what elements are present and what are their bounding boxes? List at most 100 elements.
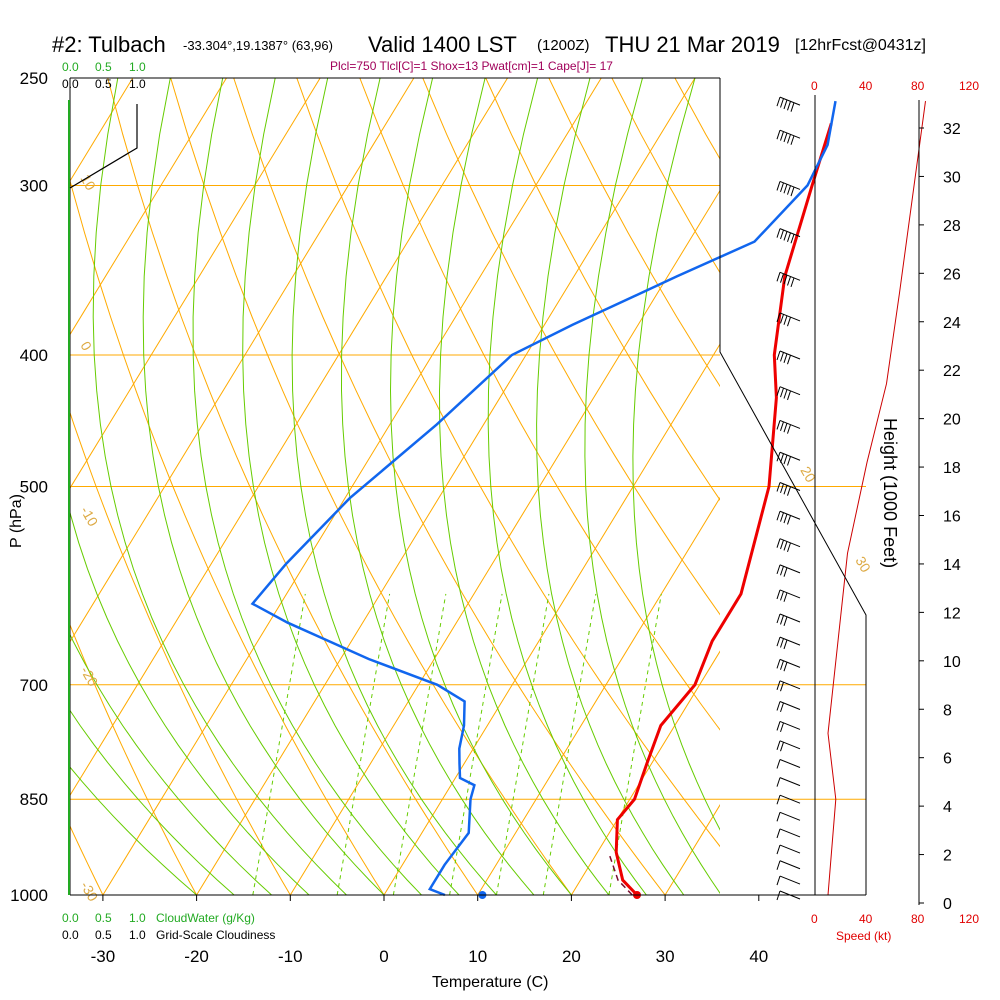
speed-bottom-2: 80	[911, 912, 925, 926]
cloudiness-bottom-0: 0.0	[62, 928, 79, 942]
x-tick-label: 0	[379, 947, 388, 966]
wind-barb-flag	[776, 759, 781, 769]
cloudiness-top-0: 0.0	[62, 77, 79, 91]
isotherm--60	[70, 78, 321, 490]
mixing-ratio-line-1	[252, 593, 306, 895]
wind-barb-staff	[779, 636, 801, 646]
wind-barb-flag	[787, 424, 791, 434]
wind-barb-flag	[776, 538, 781, 548]
wind-barb-flag	[783, 639, 788, 650]
isotherm--20	[196, 78, 696, 895]
isotherm--40	[70, 78, 508, 797]
wind-barb-flag	[776, 860, 781, 870]
height-tick-label: 26	[943, 266, 961, 283]
dry-adiabat-label: 10	[77, 172, 99, 194]
dry-adiabat-20	[170, 78, 572, 895]
dry-adiabat-0	[70, 178, 385, 895]
mixing-ratio-label: 2	[320, 902, 338, 917]
moist-adiabat--12	[70, 633, 272, 895]
wind-barb-staff	[779, 875, 801, 885]
wind-barb-flag	[780, 98, 784, 108]
wind-barb-staff	[779, 564, 801, 574]
wind-barb	[776, 386, 801, 401]
wind-barb	[776, 180, 801, 197]
wind-barb-flag	[787, 542, 791, 553]
moist-adiabat-4	[192, 78, 422, 895]
wind-barb-flag	[790, 186, 795, 197]
dry-adiabat--40	[0, 78, 9, 895]
wind-barb-flag	[780, 314, 784, 324]
wind-barb	[776, 636, 801, 650]
wind-barb-staff	[779, 312, 801, 322]
wind-barb-flag	[787, 456, 791, 466]
dry-adiabat-140	[927, 78, 1000, 895]
moist-adiabat-8	[242, 78, 460, 895]
height-tick-label: 22	[943, 363, 961, 380]
x-tick-label: 30	[656, 947, 675, 966]
speed-top-3: 120	[959, 79, 979, 93]
wind-barb-flag	[776, 589, 781, 600]
wind-barb	[776, 350, 801, 365]
wind-barb	[776, 680, 801, 692]
dry-adiabat-50	[359, 78, 720, 731]
wind-barb-flag	[780, 660, 784, 670]
wind-barb-flag	[780, 682, 784, 692]
moist-adiabat-20	[389, 78, 572, 895]
wind-barb-flag	[776, 844, 781, 855]
sounding-series	[250, 100, 837, 899]
speed-top-0: 0	[811, 79, 818, 93]
dry-adiabat-30	[233, 78, 666, 895]
wind-barb-flag	[776, 312, 781, 323]
dry-adiabat-label: -20	[77, 664, 101, 690]
height-tick-label: 16	[943, 509, 961, 526]
mixing-ratio-line-2	[336, 593, 391, 895]
wind-barb-flag	[787, 185, 791, 195]
wind-barb-staff	[779, 271, 801, 281]
mixing-ratio-label: 20	[592, 895, 614, 917]
moist-adiabat--8	[70, 510, 310, 895]
height-tick-label: 10	[943, 654, 961, 671]
wind-barb	[776, 312, 801, 327]
wind-barb-flag	[776, 701, 781, 711]
wind-barb-flag	[776, 777, 781, 787]
x-tick-label: 20	[562, 947, 581, 966]
moist-adiabat--4	[92, 78, 347, 895]
wind-barb-staff	[779, 419, 801, 429]
cloudwater-top-2: 1.0	[129, 60, 146, 74]
cloudiness-profile	[69, 104, 138, 189]
wind-barb-flag	[783, 454, 788, 465]
x-tick-label: -20	[184, 947, 209, 966]
cloudiness-top-2: 1.0	[129, 77, 146, 91]
wind-barb	[776, 720, 801, 733]
isotherm-50	[853, 78, 1000, 895]
wind-barb	[776, 794, 801, 805]
height-tick-label: 12	[943, 605, 961, 622]
wind-barb-flag	[780, 483, 784, 494]
height-tick-label: 32	[943, 121, 961, 138]
wind-barb	[776, 875, 801, 886]
wind-barb-flag	[783, 274, 788, 285]
wind-barb-flag	[783, 513, 788, 524]
height-tick-label: 4	[943, 799, 952, 816]
height-axis-label: Height (1000 Feet)	[880, 418, 900, 568]
height-tick-label: 0	[943, 896, 952, 913]
moist-adiabat-28	[487, 78, 647, 895]
wind-barb	[776, 419, 801, 434]
wind-barb-staff	[779, 538, 801, 548]
wind-barb-flag	[780, 512, 784, 522]
wind-barb-staff	[779, 451, 801, 461]
moist-adiabat--20	[70, 766, 197, 895]
wind-barb-flag	[780, 539, 784, 550]
wind-barb-staff	[779, 811, 801, 821]
wind-barb-flag	[783, 353, 788, 363]
wind-barb-flag	[776, 130, 781, 140]
dry-adiabat-40	[296, 78, 720, 848]
wind-barb-flag	[776, 386, 781, 396]
wind-barb-staff	[779, 386, 801, 396]
wind-barb-flag	[780, 702, 784, 713]
y-tick-label: 300	[20, 176, 48, 195]
wind-barb-flag	[790, 277, 795, 288]
wind-barb-flag	[776, 795, 781, 805]
